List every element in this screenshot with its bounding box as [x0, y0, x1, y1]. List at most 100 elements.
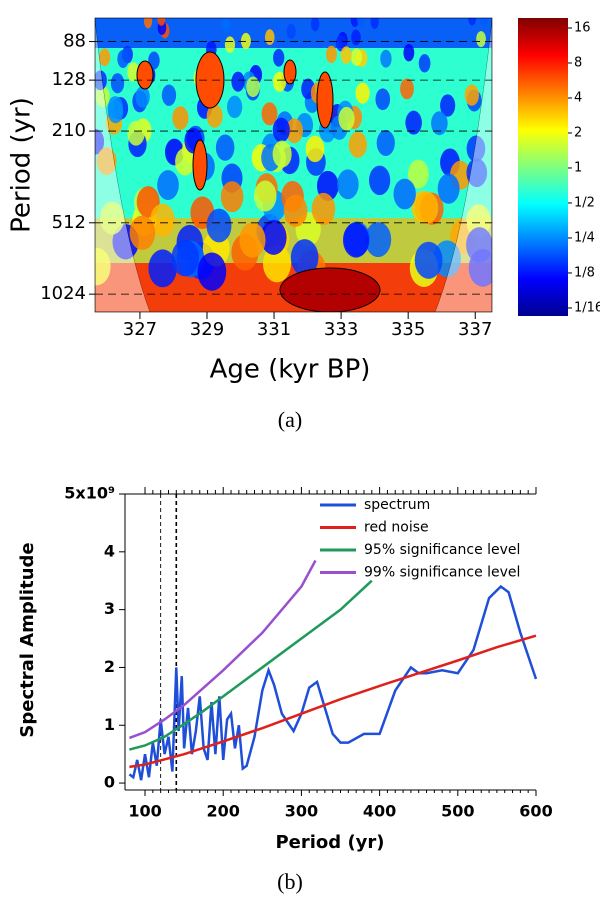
colorbar-tick-label: 1/16: [574, 300, 600, 315]
colorbar: [518, 18, 568, 316]
heat-blob: [437, 173, 460, 204]
x-axis-label: Period (yr): [275, 832, 384, 853]
x-tick-label: 331: [257, 319, 291, 340]
heat-blob: [150, 203, 175, 237]
legend-label: 95% significance level: [364, 542, 520, 558]
heat-blob: [305, 135, 325, 163]
legend-label: 99% significance level: [364, 565, 520, 581]
heat-peak: [316, 71, 334, 129]
y-tick-label: 512: [52, 212, 86, 233]
heat-blob: [405, 110, 422, 135]
heat-blob: [171, 239, 200, 277]
heat-blob: [99, 201, 125, 235]
heat-blob: [414, 241, 443, 279]
x-tick-label: 400: [363, 802, 396, 821]
heat-peak: [136, 60, 154, 90]
heat-blob: [246, 76, 260, 98]
heat-blob: [221, 18, 231, 33]
caption: (b): [277, 869, 303, 894]
heat-blob: [393, 178, 416, 210]
heat-blob: [418, 54, 431, 73]
heat-blob: [197, 252, 227, 291]
heat-blob: [127, 120, 145, 146]
y-tick-label: 4: [104, 541, 115, 560]
heat-blob: [157, 18, 166, 26]
y-tick-label: 3: [104, 599, 115, 618]
x-tick-label: 333: [324, 319, 358, 340]
y-tick-label: 210: [52, 120, 86, 141]
heat-blob: [253, 180, 277, 212]
heat-peak: [279, 267, 381, 312]
heat-blob: [215, 134, 235, 161]
colorbar-tick-label: 1/8: [574, 265, 595, 280]
heat-peak: [283, 59, 297, 85]
series-line: [128, 584, 538, 781]
heat-blob: [476, 31, 486, 48]
heat-blob: [351, 29, 361, 46]
heat-peak: [192, 139, 208, 191]
heat-blob: [172, 106, 189, 130]
heat-blob: [350, 48, 363, 67]
colorbar-tick-label: 4: [574, 90, 582, 105]
heat-blob: [206, 208, 232, 243]
legend-label: red noise: [364, 520, 429, 536]
heat-blob: [356, 18, 365, 26]
x-axis-label: Age (kyr BP): [210, 355, 371, 385]
series-line: [128, 559, 317, 740]
heat-peak: [195, 51, 225, 109]
series-line: [129, 634, 537, 769]
heat-blob: [117, 50, 129, 68]
heat-blob: [220, 181, 244, 213]
cone-of-influence: [95, 18, 151, 312]
heat-blob: [325, 45, 337, 64]
heat-blob: [240, 32, 251, 50]
heat-blob: [310, 18, 320, 32]
heat-blob: [129, 215, 156, 250]
heat-blob: [110, 73, 125, 94]
heat-blob: [286, 23, 296, 39]
colorbar-tick-label: 1/4: [574, 230, 595, 245]
heat-blob: [95, 128, 105, 155]
heat-blob: [468, 18, 477, 26]
heat-blob: [355, 82, 370, 104]
series-line: [129, 579, 373, 751]
y-tick-label: 2: [104, 657, 115, 676]
heat-blob: [414, 191, 439, 224]
heat-blob: [135, 86, 150, 108]
heat-blob: [375, 88, 391, 111]
heat-blob: [340, 46, 352, 64]
heat-blob: [400, 78, 414, 100]
heat-blob: [107, 96, 123, 119]
heat-blob: [96, 147, 117, 176]
heat-blob: [335, 35, 347, 52]
x-tick-label: 329: [190, 319, 224, 340]
heat-blob: [337, 169, 359, 200]
heat-blob: [365, 221, 392, 258]
heat-blob: [224, 36, 236, 53]
heat-blob: [380, 49, 392, 68]
heat-blob: [466, 158, 488, 188]
heat-blob: [239, 222, 266, 258]
heat-blob: [338, 106, 355, 131]
x-tick-label: 337: [458, 319, 492, 340]
x-tick-label: 600: [519, 802, 552, 821]
heat-blob: [273, 48, 285, 67]
heat-blob: [157, 170, 179, 200]
heat-blob: [370, 18, 379, 29]
colorbar-tick-label: 1/2: [574, 195, 595, 210]
heat-blob: [479, 18, 488, 27]
cone-of-influence: [434, 18, 492, 312]
heat-blob: [283, 194, 308, 227]
heat-blob: [262, 244, 292, 283]
heat-blob: [95, 247, 111, 286]
heat-blob: [95, 85, 110, 108]
heat-blob: [272, 140, 292, 168]
heat-blob: [99, 48, 111, 67]
heat-blob: [127, 62, 140, 82]
x-tick-label: 200: [207, 802, 240, 821]
x-tick-label: 300: [285, 802, 318, 821]
heat-blob: [260, 219, 287, 255]
y-axis-label: Spectral Amplitude: [17, 542, 38, 737]
wavelet-power: [95, 18, 492, 312]
